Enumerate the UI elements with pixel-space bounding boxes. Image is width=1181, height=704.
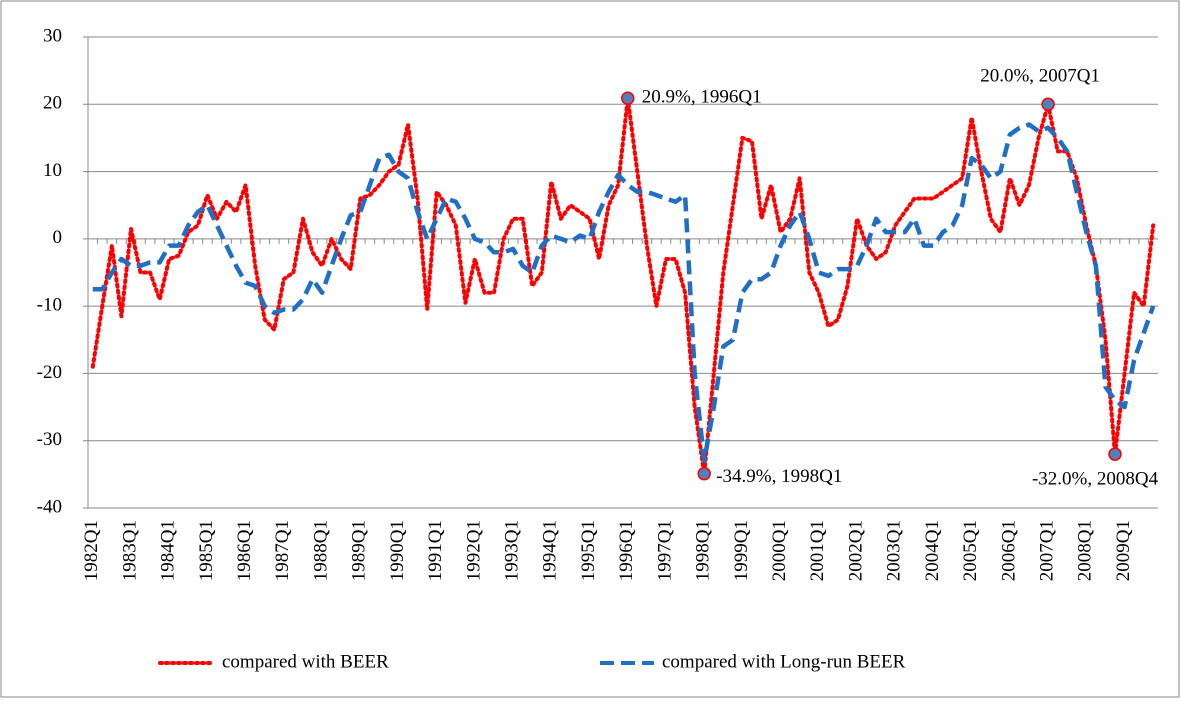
- x-tick-label: 2000Q1: [769, 520, 790, 581]
- x-tick-label: 1987Q1: [272, 520, 293, 581]
- x-tick-label: 1985Q1: [196, 520, 217, 581]
- series-line: [90, 96, 1156, 476]
- x-tick-label: 1994Q1: [540, 520, 561, 581]
- x-tick-label: 2001Q1: [807, 520, 828, 581]
- annotation-label: -32.0%, 2008Q4: [1032, 469, 1159, 490]
- y-tick-label: 0: [53, 227, 63, 248]
- x-tick-label: 2009Q1: [1113, 520, 1134, 581]
- x-tick-label: 2002Q1: [845, 520, 866, 581]
- x-tick-label: 2008Q1: [1075, 520, 1096, 581]
- x-tick-label: 1986Q1: [234, 520, 255, 581]
- annotation-marker: [1108, 447, 1122, 461]
- annotation-label: -34.9%, 1998Q1: [716, 466, 842, 487]
- x-tick-label: 1988Q1: [310, 520, 331, 581]
- y-tick-label: 30: [43, 25, 62, 46]
- annotation-label: 20.9%, 1996Q1: [642, 87, 762, 108]
- x-tick-label: 2003Q1: [884, 520, 905, 581]
- y-tick-label: -30: [37, 429, 62, 450]
- x-tick-label: 1990Q1: [387, 520, 408, 581]
- x-tick-label: 1989Q1: [349, 520, 370, 581]
- x-tick-label: 1997Q1: [654, 520, 675, 581]
- y-tick-label: -10: [37, 295, 62, 316]
- x-tick-label: 1996Q1: [616, 520, 637, 581]
- x-tick-label: 1993Q1: [501, 520, 522, 581]
- x-tick-label: 1984Q1: [158, 520, 179, 581]
- annotation-marker: [621, 91, 635, 105]
- series-line: [92, 122, 1156, 464]
- legend-label: compared with Long-run BEER: [662, 651, 906, 672]
- y-tick-label: 20: [43, 93, 62, 114]
- x-tick-label: 1995Q1: [578, 520, 599, 581]
- x-tick-label: 2007Q1: [1036, 520, 1057, 581]
- x-tick-label: 2006Q1: [998, 520, 1019, 581]
- x-tick-label: 2004Q1: [922, 520, 943, 581]
- x-tick-label: 1982Q1: [81, 520, 102, 581]
- annotation-marker: [1041, 97, 1055, 112]
- x-tick-label: 1999Q1: [731, 520, 752, 581]
- x-tick-label: 1991Q1: [425, 520, 446, 581]
- legend-label: compared with BEER: [222, 651, 389, 672]
- y-tick-label: -40: [37, 496, 62, 517]
- y-tick-label: 10: [43, 160, 62, 181]
- x-tick-label: 1992Q1: [463, 520, 484, 581]
- x-tick-label: 1983Q1: [119, 520, 140, 581]
- annotation-marker: [697, 466, 711, 481]
- x-tick-label: 1998Q1: [693, 520, 714, 581]
- annotation-label: 20.0%, 2007Q1: [980, 66, 1100, 87]
- y-tick-label: -20: [37, 362, 62, 383]
- x-tick-label: 2005Q1: [960, 520, 981, 581]
